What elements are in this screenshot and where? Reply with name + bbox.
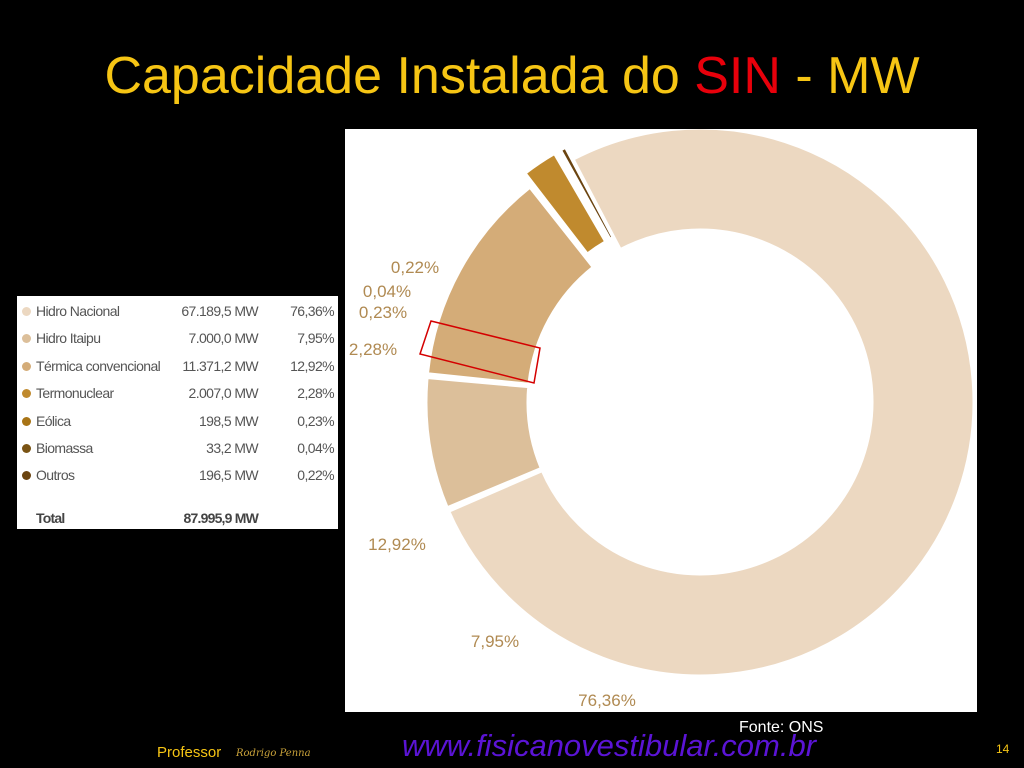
legend-pct: 0,23% — [297, 413, 334, 429]
donut-chart: 76,36% 7,95% 12,92% 2,28% 0,23% 0,04% 0,22% — [349, 129, 976, 710]
legend-swatch — [22, 417, 31, 426]
legend-swatch — [22, 389, 31, 398]
slice-label: 7,95% — [471, 632, 519, 651]
legend-mw: 196,5 MW — [199, 467, 259, 483]
legend-total-mw: 87.995,9 MW — [183, 510, 259, 526]
donut-slice — [425, 185, 596, 386]
professor-signature: Rodrigo Penna — [236, 748, 311, 759]
slide-title: Capacidade Instalada do SIN - MW — [0, 46, 1024, 106]
page-number: 14 — [996, 742, 1010, 756]
legend-total-label: Total — [36, 510, 65, 526]
legend-name: Térmica convencional — [36, 358, 161, 374]
legend-mw: 7.000,0 MW — [188, 330, 259, 346]
title-text: Capacidade Instalada do — [104, 47, 695, 105]
donut-slice — [558, 145, 616, 242]
legend-row: Eólica 198,5 MW 0,23% — [17, 411, 338, 431]
legend-row: Hidro Itaipu 7.000,0 MW 7,95% — [17, 328, 338, 348]
donut-slice — [523, 151, 608, 257]
legend-swatch — [22, 362, 31, 371]
legend-pct: 76,36% — [290, 303, 334, 319]
slice-label: 2,28% — [349, 340, 397, 359]
legend-row: Termonuclear 2.007,0 MW 2,28% — [17, 383, 338, 403]
legend-pct: 12,92% — [290, 358, 334, 374]
title-sin: SIN — [694, 47, 781, 105]
legend-pct: 0,22% — [297, 467, 334, 483]
chart-panel: 76,36% 7,95% 12,92% 2,28% 0,23% 0,04% 0,22% — [345, 129, 977, 712]
legend-pct: 0,04% — [297, 440, 334, 456]
title-unit: - MW — [780, 47, 920, 105]
legend-row: Outros 196,5 MW 0,22% — [17, 465, 338, 485]
legend-mw: 198,5 MW — [199, 413, 259, 429]
slice-label: 0,23% — [359, 303, 407, 322]
legend-mw: 33,2 MW — [206, 440, 258, 456]
website-link[interactable]: www.fisicanovestibular.com.br — [402, 728, 817, 763]
legend-name: Eólica — [36, 413, 71, 429]
legend-name: Outros — [36, 467, 75, 483]
legend-swatch — [22, 444, 31, 453]
slice-label: 12,92% — [368, 535, 426, 554]
legend-pct: 2,28% — [297, 385, 334, 401]
legend-row: Biomassa 33,2 MW 0,04% — [17, 438, 338, 458]
legend-pct: 7,95% — [297, 330, 334, 346]
source-text: Fonte: ONS — [739, 719, 824, 736]
legend-name: Hidro Itaipu — [36, 330, 101, 346]
legend-swatch — [22, 471, 31, 480]
slice-label: 0,04% — [363, 282, 411, 301]
highlight-box — [419, 320, 541, 384]
legend-row: Térmica convencional 11.371,2 MW 12,92% — [17, 356, 338, 376]
slice-label: 0,22% — [391, 258, 439, 277]
slice-label: 76,36% — [578, 691, 636, 710]
legend-swatch — [22, 307, 31, 316]
legend-name: Biomassa — [36, 440, 93, 456]
legend-total-row: Total 87.995,9 MW — [17, 508, 338, 528]
legend-row: Hidro Nacional 67.189,5 MW 76,36% — [17, 301, 338, 321]
legend-table: Hidro Nacional 67.189,5 MW 76,36% Hidro Ita… — [17, 296, 338, 529]
legend-name: Termonuclear — [36, 385, 114, 401]
donut-slice — [446, 129, 976, 678]
legend-name: Hidro Nacional — [36, 303, 120, 319]
legend-swatch — [22, 334, 31, 343]
legend-mw: 11.371,2 MW — [182, 358, 258, 374]
donut-slice — [424, 375, 544, 510]
legend-mw: 67.189,5 MW — [181, 303, 258, 319]
professor-label: Professor — [157, 744, 222, 761]
legend-mw: 2.007,0 MW — [188, 385, 259, 401]
